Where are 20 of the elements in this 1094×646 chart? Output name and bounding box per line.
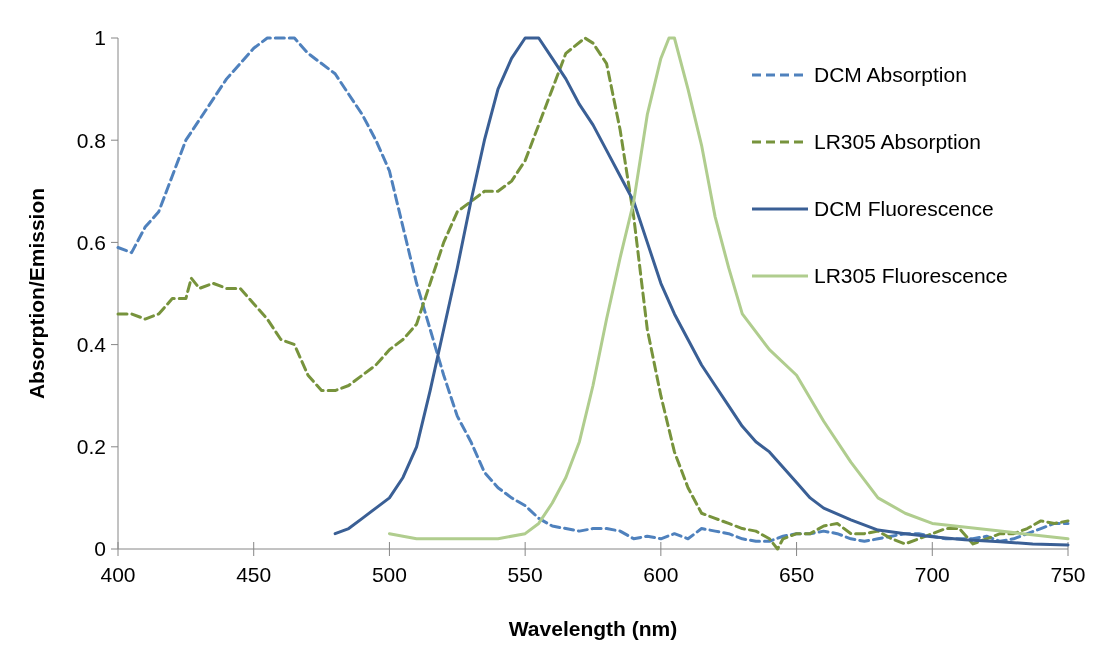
x-tick-label: 400 — [100, 563, 136, 586]
y-tick-label: 0.4 — [76, 332, 107, 356]
legend-label: LR305 Absorption — [814, 130, 981, 154]
y-tick-label: 0.8 — [76, 128, 106, 152]
x-tick-label: 750 — [1050, 563, 1086, 586]
x-tick-label: 500 — [371, 563, 407, 586]
y-axis-title: Absorption/Emission — [25, 187, 48, 400]
x-tick-label: 700 — [914, 563, 950, 586]
y-tick-label: 0 — [94, 537, 106, 561]
x-tick-label: 450 — [236, 563, 272, 586]
y-tick-label: 0.2 — [76, 435, 106, 459]
legend-label: LR305 Fluorescence — [814, 264, 1008, 288]
x-tick-label: 550 — [507, 563, 543, 586]
legend-label: DCM Fluorescence — [814, 197, 994, 221]
x-axis-title: Wavelength (nm) — [508, 617, 678, 640]
x-tick-label: 600 — [643, 563, 679, 586]
legend-label: DCM Absorption — [814, 63, 967, 87]
y-tick-label: 1 — [94, 26, 106, 50]
y-tick-label: 0.6 — [76, 230, 106, 254]
x-tick-label: 650 — [779, 563, 815, 586]
